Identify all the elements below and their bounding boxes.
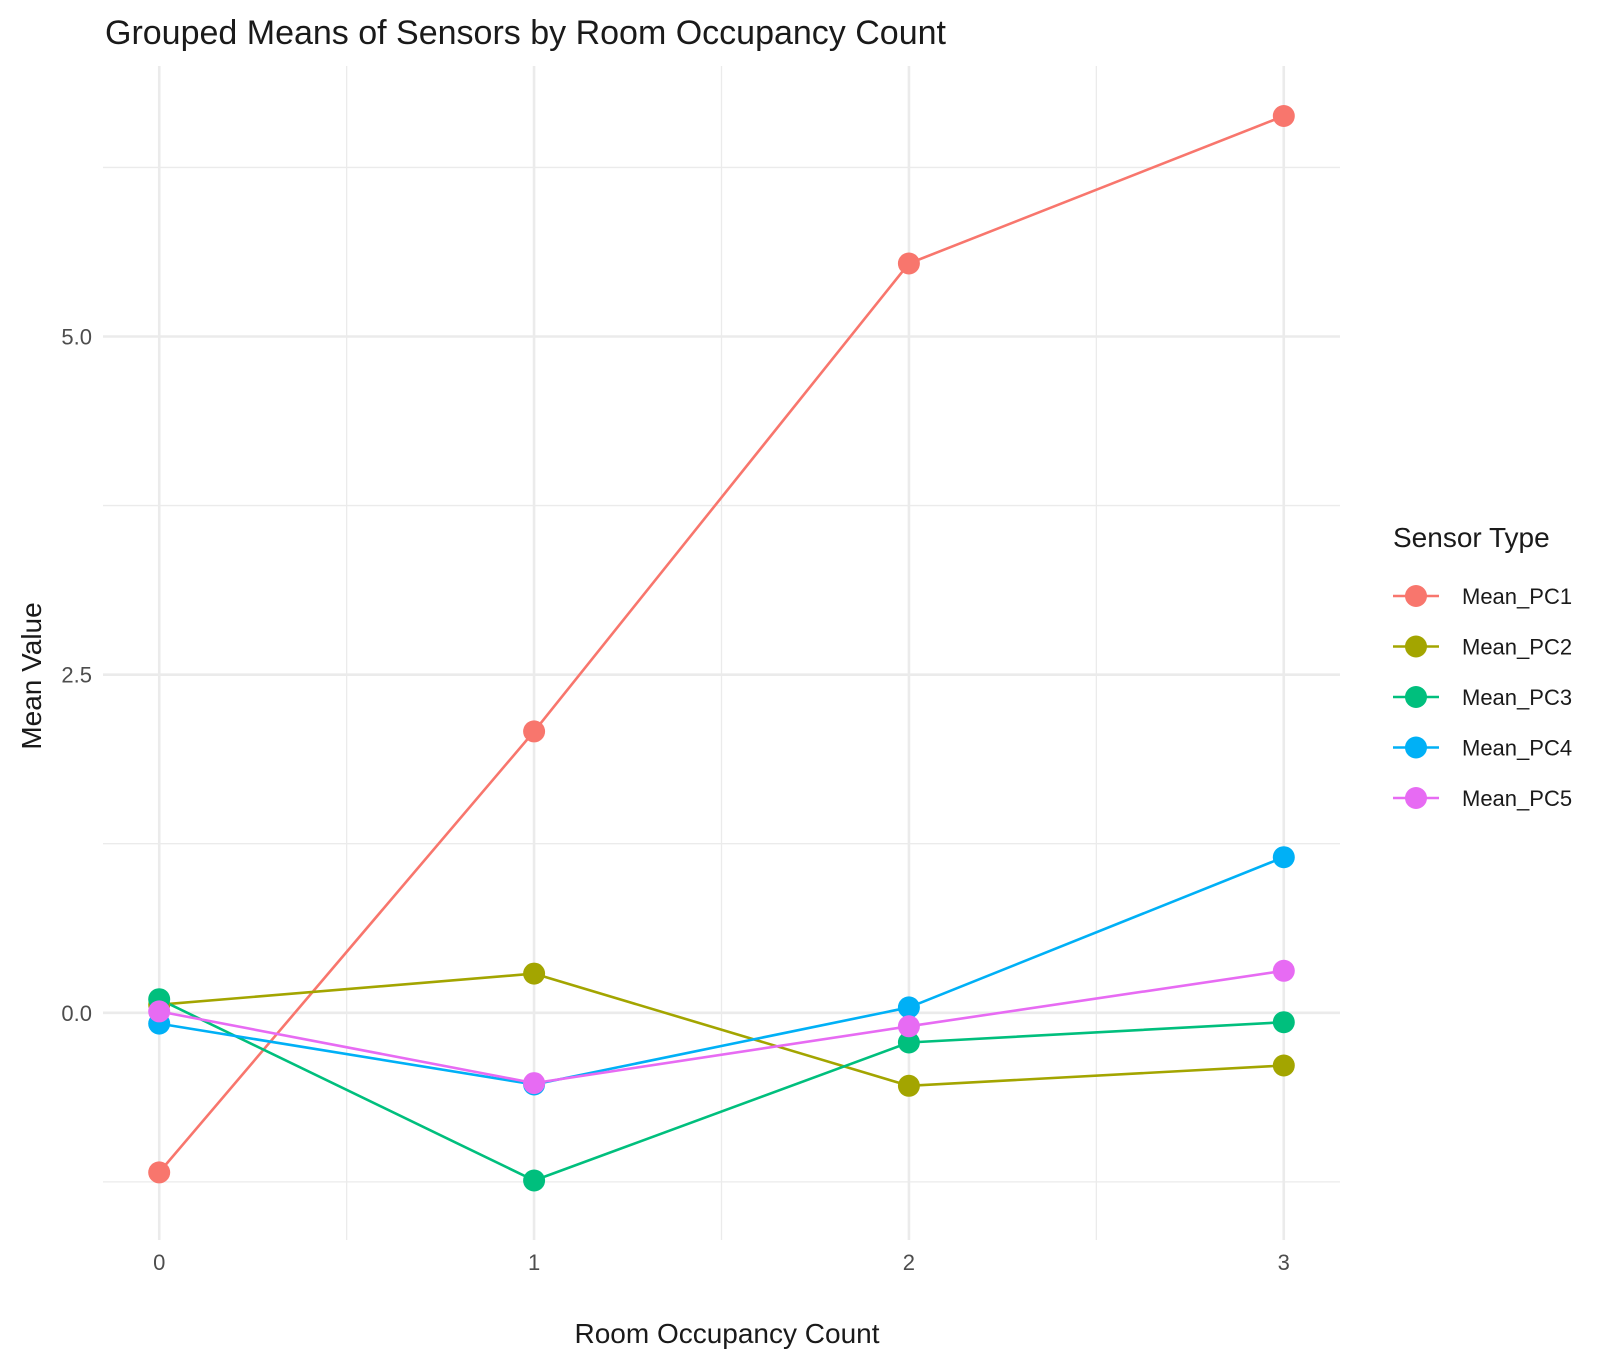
legend-label: Mean_PC4 [1462,736,1572,761]
data-point-mean-pc1 [148,1161,171,1184]
data-point-mean-pc1 [897,252,920,275]
legend: Sensor Type Mean_PC1Mean_PC2Mean_PC3Mean… [1393,522,1572,811]
data-point-mean-pc4 [897,996,920,1019]
series-line-mean-pc4 [158,855,1285,1086]
data-point-mean-pc1 [523,720,546,743]
series-line-mean-pc5 [158,969,1284,1085]
legend-key-point [1405,736,1427,759]
legend-item: Mean_PC5 [1393,786,1572,811]
data-point-mean-pc5 [523,1072,546,1095]
x-tick-label: 0 [153,1250,165,1275]
data-point-mean-pc5 [897,1015,920,1038]
data-point-mean-pc5 [1272,959,1295,982]
y-tick-label: 0.0 [61,1001,92,1026]
legend-key-point [1405,635,1427,658]
y-tick-label: 2.5 [61,663,92,688]
chart-title: Grouped Means of Sensors by Room Occupan… [105,14,947,52]
legend-label: Mean_PC5 [1462,786,1572,811]
data-point-mean-pc2 [523,962,546,985]
legend-key-point [1405,787,1427,809]
grid [103,66,1340,1240]
y-axis-title: Mean Value [16,602,47,749]
legend-item: Mean_PC2 [1393,635,1572,660]
y-tick-labels: 0.0 2.5 5.0 [61,325,92,1026]
legend-label: Mean_PC2 [1462,635,1572,660]
legend-items: Mean_PC1 Mean_PC2 Mean_PC3 Mean_PC4 Mean_PC5 [1393,584,1572,811]
series-points [148,105,1295,1192]
data-point-mean-pc1 [1272,105,1295,127]
data-point-mean-pc2 [897,1074,920,1097]
x-tick-label: 1 [528,1250,540,1275]
data-point-mean-pc4 [1272,846,1295,869]
legend-item: Mean_PC3 [1393,685,1572,710]
data-point-mean-pc3 [1272,1011,1295,1034]
legend-item: Mean_PC1 [1393,584,1572,609]
legend-label: Mean_PC1 [1462,584,1572,609]
x-axis-title: Room Occupancy Count [574,1318,879,1349]
x-tick-label: 3 [1278,1250,1290,1275]
x-tick-labels: 0 1 2 3 [153,1250,1290,1275]
series-line-mean-pc2 [159,972,1284,1088]
legend-key-point [1405,585,1427,607]
y-tick-label: 5.0 [61,325,92,350]
series-lines [158,114,1285,1182]
legend-key-point [1405,686,1427,708]
series-line-mean-pc1 [158,114,1285,1174]
legend-title: Sensor Type [1393,522,1550,553]
data-point-mean-pc5 [148,1000,171,1023]
data-point-mean-pc2 [1272,1054,1295,1077]
legend-label: Mean_PC3 [1462,685,1572,710]
x-tick-label: 2 [903,1250,915,1275]
data-point-mean-pc3 [523,1169,546,1192]
data-point-mean-pc3 [897,1031,920,1054]
series-line-mean-pc3 [158,998,1284,1182]
legend-item: Mean_PC4 [1393,736,1572,761]
